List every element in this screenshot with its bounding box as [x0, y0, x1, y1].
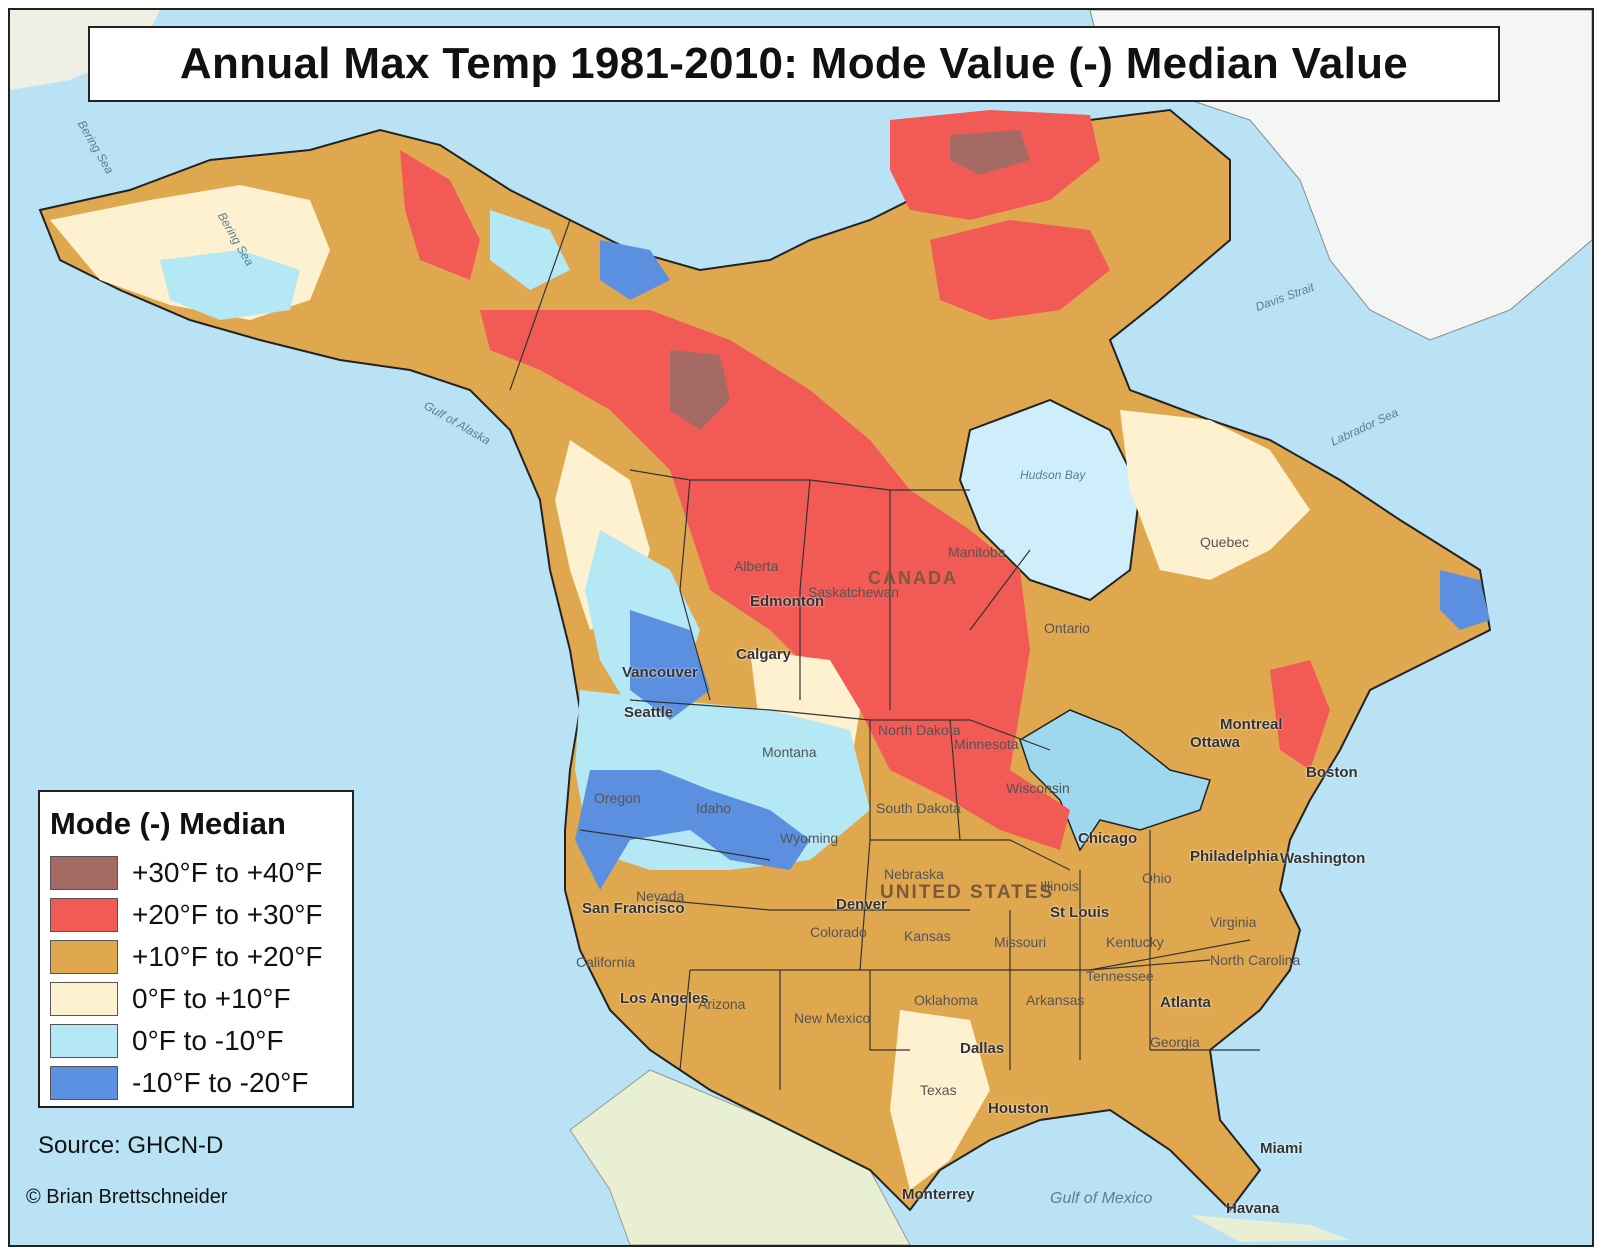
map-title: Annual Max Temp 1981-2010: Mode Value (-…: [179, 39, 1409, 88]
legend-item: -10°F to -20°F: [50, 1062, 342, 1104]
zone-blue-newfoundland: [1440, 570, 1490, 630]
label-philadelphia: Philadelphia: [1190, 848, 1279, 865]
label-wisconsin: Wisconsin: [1006, 780, 1070, 796]
label-tennessee: Tennessee: [1086, 968, 1154, 984]
label-colorado: Colorado: [810, 924, 867, 940]
label-alberta: Alberta: [734, 558, 779, 574]
label-washington: Washington: [1280, 850, 1366, 867]
legend-swatch: [50, 856, 118, 890]
legend-item: +30°F to +40°F: [50, 852, 342, 894]
label-havana: Havana: [1226, 1200, 1280, 1217]
zone-pale-quebec: [1120, 410, 1310, 580]
label-ohio: Ohio: [1142, 870, 1172, 886]
legend-label: +30°F to +40°F: [132, 857, 323, 888]
label-georgia: Georgia: [1150, 1034, 1200, 1050]
label-oregon: Oregon: [594, 790, 641, 806]
map-frame: CANADA UNITED STATES Edmonton Calgary Va…: [8, 8, 1594, 1247]
legend-label: 0°F to +10°F: [132, 983, 291, 1014]
label-united-states: UNITED STATES: [880, 882, 1055, 903]
zone-red-northeast: [1270, 660, 1330, 770]
legend-label: +10°F to +20°F: [132, 941, 323, 972]
label-seattle: Seattle: [624, 704, 674, 721]
label-arkansas: Arkansas: [1026, 992, 1085, 1008]
label-canada: CANADA: [868, 568, 958, 588]
label-edmonton: Edmonton: [750, 593, 825, 610]
label-atlanta: Atlanta: [1160, 994, 1211, 1011]
label-kentucky: Kentucky: [1106, 934, 1164, 950]
zone-blue-bc-interior: [630, 610, 710, 720]
legend-swatch: [50, 940, 118, 974]
label-new-mexico: New Mexico: [794, 1010, 871, 1026]
label-montreal: Montreal: [1220, 716, 1283, 733]
political-borders: [509, 219, 1260, 1090]
label-nevada: Nevada: [636, 888, 685, 904]
legend-swatch: [50, 1066, 118, 1100]
label-kansas: Kansas: [904, 928, 951, 944]
zone-alaska-lightblue: [160, 250, 300, 320]
zone-pale-gulf: [890, 1010, 990, 1190]
legend-label: -10°F to -20°F: [132, 1067, 309, 1098]
label-north-carolina: North Carolina: [1210, 952, 1301, 968]
label-nebraska: Nebraska: [884, 866, 944, 882]
label-oklahoma: Oklahoma: [914, 992, 978, 1008]
label-st-louis: St Louis: [1050, 904, 1110, 921]
label-south-dakota: South Dakota: [876, 800, 961, 816]
zone-brown-slave-lake: [670, 350, 730, 430]
legend-item: 0°F to -10°F: [50, 1020, 342, 1062]
label-houston: Houston: [988, 1100, 1049, 1117]
label-missouri: Missouri: [994, 934, 1047, 950]
label-monterrey: Monterrey: [902, 1186, 975, 1203]
label-arizona: Arizona: [698, 996, 746, 1012]
label-hudson-bay: Hudson Bay: [1020, 468, 1086, 482]
legend: Mode (-) Median +30°F to +40°F +20°F to …: [38, 790, 354, 1108]
label-calgary: Calgary: [736, 646, 792, 663]
title-box: Annual Max Temp 1981-2010: Mode Value (-…: [88, 26, 1500, 102]
label-boston: Boston: [1306, 764, 1358, 781]
label-san-francisco: San Francisco: [582, 900, 685, 917]
label-dallas: Dallas: [960, 1040, 1005, 1057]
label-montana: Montana: [762, 744, 817, 760]
label-california: California: [576, 954, 636, 970]
label-quebec: Quebec: [1200, 534, 1250, 550]
zone-red-baffin: [930, 220, 1110, 320]
hudson-bay: [958, 398, 1142, 602]
label-north-dakota: North Dakota: [878, 722, 961, 738]
legend-title: Mode (-) Median: [50, 806, 286, 841]
zone-blue-northwest-us: [575, 770, 810, 890]
label-texas: Texas: [920, 1082, 957, 1098]
zone-red-alaska: [400, 150, 480, 280]
credit-text: © Brian Brettschneider: [26, 1186, 228, 1208]
label-vancouver: Vancouver: [622, 664, 698, 681]
label-illinois: Illinois: [1040, 878, 1079, 894]
label-miami: Miami: [1260, 1140, 1303, 1157]
zone-blue-yukon-north: [600, 240, 670, 300]
legend-swatch: [50, 982, 118, 1016]
label-manitoba: Manitoba: [948, 544, 1006, 560]
legend-swatch: [50, 1024, 118, 1058]
zone-brown-ellesmere: [950, 130, 1030, 175]
label-gulf-of-mexico: Gulf of Mexico: [1050, 1190, 1153, 1207]
source-text: Source: GHCN-D: [38, 1132, 224, 1159]
legend-label: +20°F to +30°F: [132, 899, 323, 930]
legend-swatch: [50, 898, 118, 932]
label-chicago: Chicago: [1078, 830, 1138, 847]
label-wyoming: Wyoming: [780, 830, 839, 846]
label-idaho: Idaho: [696, 800, 732, 816]
legend-item: +10°F to +20°F: [50, 936, 342, 978]
label-virginia: Virginia: [1210, 914, 1257, 930]
label-denver: Denver: [836, 896, 887, 913]
legend-item: 0°F to +10°F: [50, 978, 342, 1020]
label-ottawa: Ottawa: [1190, 734, 1241, 751]
zone-lightblue-yukon: [490, 210, 570, 290]
legend-label: 0°F to -10°F: [132, 1025, 284, 1056]
label-los-angeles: Los Angeles: [620, 990, 709, 1007]
label-ontario: Ontario: [1044, 620, 1090, 636]
cuba-landmass: [1190, 1215, 1350, 1242]
map-canvas: [10, 10, 1592, 1245]
label-minnesota: Minnesota: [954, 736, 1019, 752]
label-saskatchewan: Saskatchewan: [808, 584, 900, 600]
zone-red-central: [480, 310, 1070, 850]
legend-item: +20°F to +30°F: [50, 894, 342, 936]
